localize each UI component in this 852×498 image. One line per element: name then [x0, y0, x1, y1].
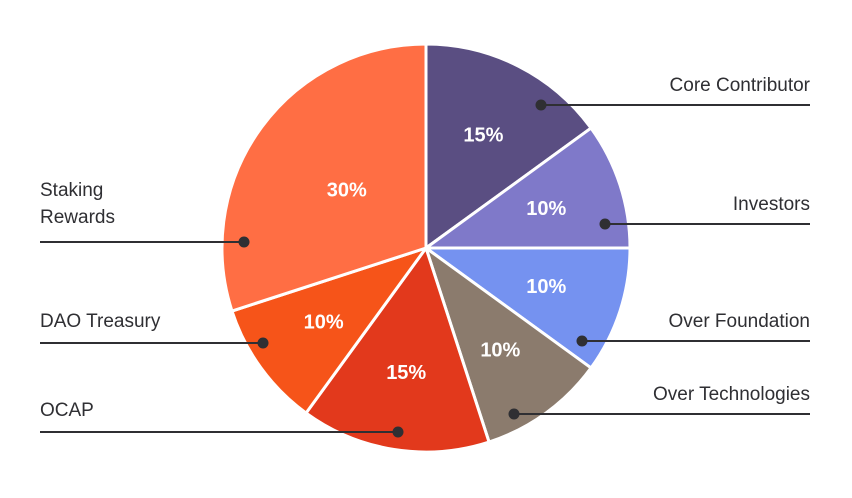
legend-label-over-technologies: Over Technologies: [653, 384, 810, 405]
leader-dot-ocap: [392, 426, 404, 438]
pie-slice-ocap: [304, 246, 491, 454]
callout-staking-rewards: Staking Rewards: [40, 180, 250, 248]
legend-label-over-foundation: Over Foundation: [668, 311, 810, 332]
pie-slice-label-core-contributor: 15%: [463, 124, 503, 146]
pie-slice-label-over-technologies: 10%: [480, 339, 520, 361]
pie-legend-callouts: Core Contributor Investors Over Foundation…: [40, 75, 811, 438]
legend-label-ocap: OCAP: [40, 400, 94, 421]
pie-slice-core-contributor: [424, 42, 593, 250]
legend-label-dao-treasury: DAO Treasury: [40, 311, 161, 332]
pie-slice-investors: [424, 126, 632, 250]
pie-slice-labels: 15% 10% 10% 10% 15% 10% 30%: [304, 124, 567, 384]
legend-label-investors: Investors: [733, 194, 810, 215]
pie-slice-label-dao-treasury: 10%: [304, 311, 344, 333]
pie-slice-label-investors: 10%: [526, 198, 566, 220]
callout-dao-treasury: DAO Treasury: [40, 311, 269, 349]
callout-over-foundation: Over Foundation: [576, 311, 810, 347]
callout-investors: Investors: [599, 194, 810, 230]
pie-slice-over-technologies: [424, 246, 593, 444]
leader-dot-staking-rewards: [238, 236, 250, 248]
pie-slice-staking-rewards: [220, 42, 428, 313]
pie-slice-label-ocap: 15%: [386, 362, 426, 384]
pie-slices: [220, 42, 632, 454]
leader-dot-over-foundation: [576, 335, 588, 347]
callout-core-contributor: Core Contributor: [535, 75, 811, 111]
leader-dot-over-technologies: [508, 408, 520, 420]
pie-slice-label-over-foundation: 10%: [526, 276, 566, 298]
callout-over-technologies: Over Technologies: [508, 384, 810, 420]
leader-dot-investors: [599, 218, 611, 230]
legend-label-line-2: Rewards: [40, 207, 115, 228]
legend-label-staking-rewards: Staking Rewards: [40, 180, 115, 228]
pie-slice-label-staking-rewards: 30%: [327, 179, 367, 201]
legend-label-line-1: Staking: [40, 180, 103, 201]
leader-dot-dao-treasury: [257, 337, 269, 349]
pie-slice-dao-treasury: [230, 246, 428, 415]
callout-ocap: OCAP: [40, 400, 404, 438]
leader-dot-core-contributor: [535, 99, 547, 111]
legend-label-core-contributor: Core Contributor: [670, 75, 811, 96]
